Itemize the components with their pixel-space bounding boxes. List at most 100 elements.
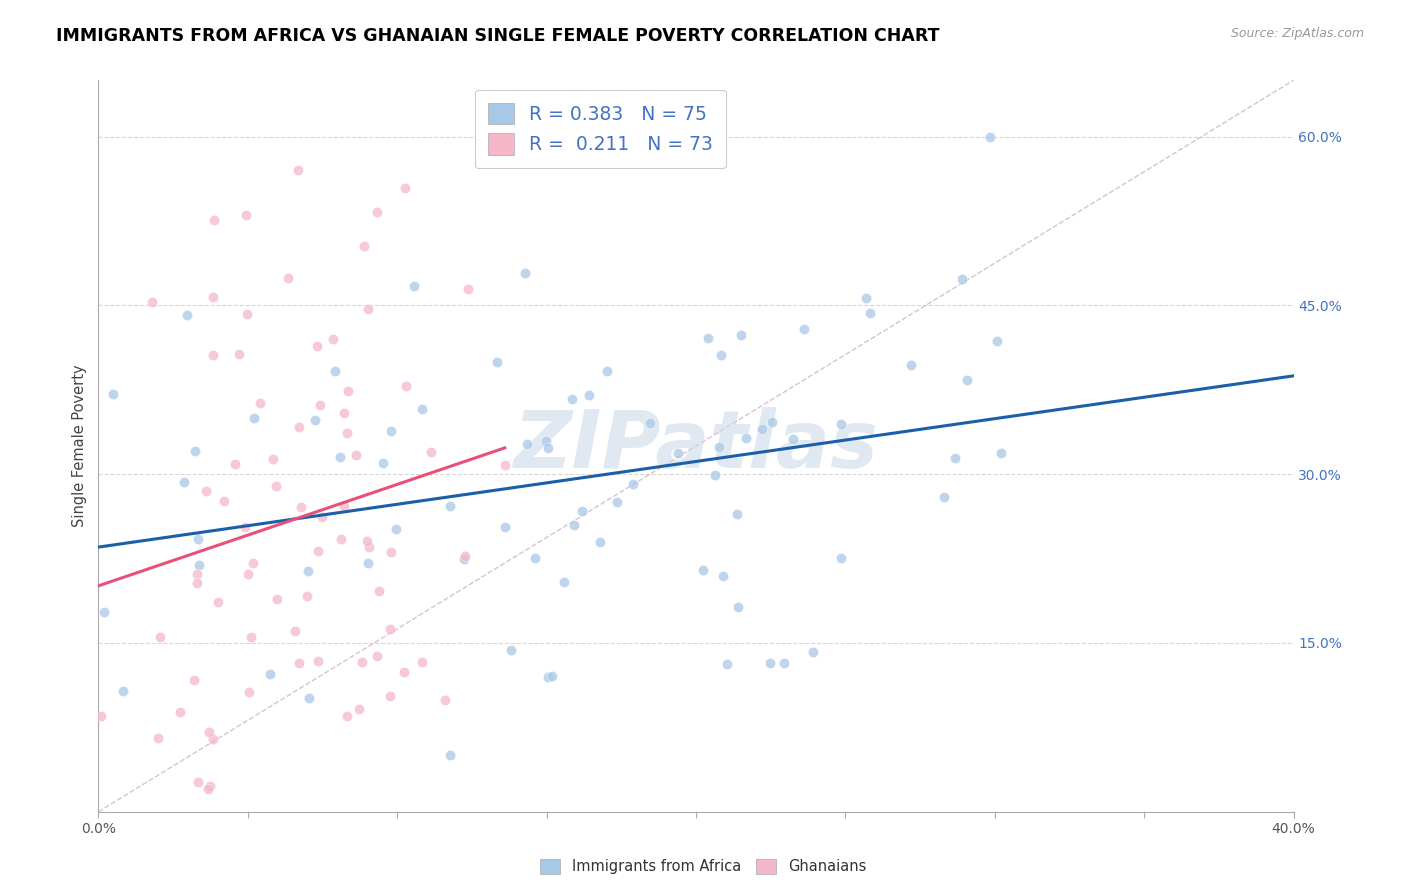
- Point: [249, 395, 271, 409]
- Point: [187, 532, 209, 546]
- Point: [666, 446, 689, 460]
- Point: [793, 321, 815, 335]
- Point: [186, 567, 208, 582]
- Point: [513, 266, 536, 280]
- Point: [378, 622, 401, 636]
- Text: Source: ZipAtlas.com: Source: ZipAtlas.com: [1230, 27, 1364, 40]
- Point: [353, 238, 375, 252]
- Y-axis label: Single Female Poverty: Single Female Poverty: [72, 365, 87, 527]
- Point: [349, 702, 371, 716]
- Point: [524, 550, 547, 565]
- Point: [202, 213, 225, 227]
- Point: [638, 416, 661, 430]
- Point: [801, 645, 824, 659]
- Point: [380, 424, 402, 438]
- Point: [235, 208, 257, 222]
- Point: [990, 446, 1012, 460]
- Point: [239, 630, 262, 644]
- Point: [411, 402, 433, 417]
- Point: [734, 431, 756, 445]
- Point: [751, 422, 773, 436]
- Point: [979, 129, 1001, 144]
- Point: [149, 630, 172, 644]
- Point: [236, 307, 259, 321]
- Point: [201, 348, 224, 362]
- Point: [266, 592, 288, 607]
- Point: [553, 574, 575, 589]
- Point: [146, 731, 169, 746]
- Point: [782, 433, 804, 447]
- Point: [266, 479, 288, 493]
- Point: [516, 437, 538, 451]
- Point: [311, 509, 333, 524]
- Point: [298, 690, 321, 705]
- Point: [176, 308, 198, 322]
- Point: [297, 564, 319, 578]
- Point: [540, 669, 562, 683]
- Point: [233, 520, 256, 534]
- Point: [950, 272, 973, 286]
- Point: [578, 387, 600, 401]
- Point: [537, 670, 560, 684]
- Legend: Immigrants from Africa, Ghanaians: Immigrants from Africa, Ghanaians: [534, 853, 872, 880]
- Point: [392, 665, 415, 680]
- Point: [336, 708, 359, 723]
- Point: [357, 302, 380, 317]
- Point: [323, 364, 346, 378]
- Point: [305, 339, 328, 353]
- Point: [494, 520, 516, 534]
- Point: [295, 589, 318, 603]
- Point: [380, 545, 402, 559]
- Point: [329, 450, 352, 464]
- Point: [404, 279, 426, 293]
- Point: [692, 564, 714, 578]
- Point: [453, 551, 475, 566]
- Point: [986, 334, 1008, 348]
- Point: [710, 348, 733, 362]
- Point: [366, 649, 388, 664]
- Point: [711, 569, 734, 583]
- Point: [288, 420, 311, 434]
- Point: [494, 458, 516, 473]
- Point: [337, 384, 360, 398]
- Point: [304, 413, 326, 427]
- Point: [224, 457, 246, 471]
- Point: [433, 693, 456, 707]
- Point: [411, 655, 433, 669]
- Point: [932, 490, 955, 504]
- Point: [367, 583, 389, 598]
- Point: [228, 347, 250, 361]
- Point: [439, 748, 461, 763]
- Point: [561, 392, 583, 406]
- Point: [830, 417, 852, 431]
- Point: [332, 406, 354, 420]
- Point: [759, 657, 782, 671]
- Point: [277, 270, 299, 285]
- Point: [562, 517, 585, 532]
- Point: [141, 295, 163, 310]
- Point: [395, 378, 418, 392]
- Point: [943, 451, 966, 466]
- Point: [350, 655, 373, 669]
- Text: IMMIGRANTS FROM AFRICA VS GHANAIAN SINGLE FEMALE POVERTY CORRELATION CHART: IMMIGRANTS FROM AFRICA VS GHANAIAN SINGL…: [56, 27, 939, 45]
- Point: [727, 600, 749, 615]
- Point: [197, 782, 219, 797]
- Point: [290, 500, 312, 514]
- Text: ZIPatlas: ZIPatlas: [513, 407, 879, 485]
- Point: [90, 709, 112, 723]
- Point: [184, 444, 207, 458]
- Point: [93, 606, 115, 620]
- Point: [197, 725, 219, 739]
- Point: [336, 425, 359, 440]
- Point: [730, 328, 752, 343]
- Point: [188, 558, 211, 572]
- Point: [357, 540, 380, 554]
- Point: [855, 291, 877, 305]
- Point: [103, 387, 125, 401]
- Point: [703, 468, 725, 483]
- Point: [187, 774, 209, 789]
- Point: [186, 576, 208, 591]
- Point: [486, 354, 509, 368]
- Point: [534, 434, 557, 449]
- Point: [238, 685, 260, 699]
